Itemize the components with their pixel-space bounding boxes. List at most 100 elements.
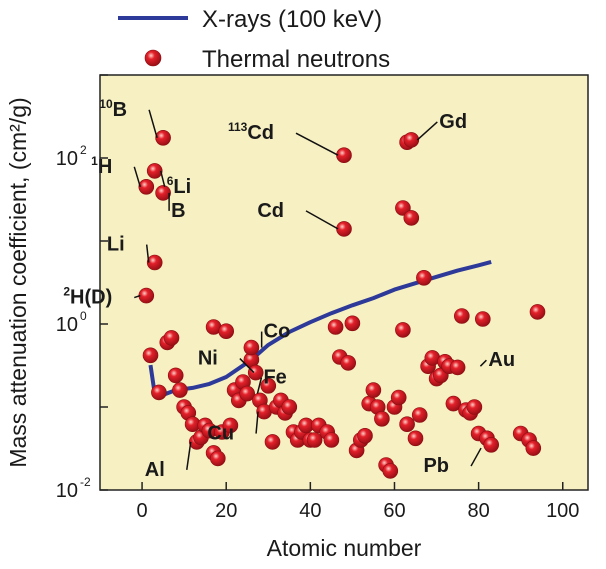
annotation-label: B [171, 200, 185, 222]
annotation-label: Cu [207, 423, 234, 445]
data-point [390, 389, 407, 406]
annotation-pointer [305, 210, 339, 230]
annotation-pointer [470, 447, 482, 467]
legend-label-neutron: Thermal neutrons [202, 46, 390, 73]
data-point [155, 185, 171, 201]
annotation-label: Co [264, 321, 291, 343]
annotation-pointer [255, 411, 259, 434]
data-point [365, 382, 382, 398]
data-point [449, 359, 466, 376]
data-point [243, 339, 260, 356]
annotation-label: Cd [257, 200, 284, 222]
data-point [146, 163, 163, 179]
data-point [327, 319, 344, 335]
data-point [336, 221, 352, 237]
y-tick-label: 10 [56, 480, 78, 502]
data-point [260, 377, 277, 394]
annotation-pointer [145, 244, 150, 263]
annotation-label: Al [145, 459, 165, 481]
annotation-pointer [186, 441, 192, 470]
data-point [222, 417, 239, 434]
x-tick-label: 40 [299, 500, 321, 522]
x-tick-label: 100 [546, 500, 579, 522]
annotation-label: 1H [91, 154, 112, 178]
data-point [163, 330, 180, 346]
data-point [138, 287, 155, 304]
data-point [382, 463, 399, 479]
neutron-points-layer [138, 130, 546, 479]
data-point [155, 130, 171, 146]
x-tick-label: 80 [467, 500, 489, 522]
data-point [399, 416, 415, 433]
annotation-pointer [159, 170, 166, 188]
data-point [411, 407, 428, 423]
data-point [403, 132, 420, 148]
data-point [210, 450, 226, 467]
data-point [357, 427, 373, 444]
data-point [374, 410, 390, 427]
annotation-label: Fe [263, 367, 286, 389]
plot-frame [99, 74, 589, 491]
legend-label-xray: X-rays (100 keV) [202, 6, 382, 33]
x-axis-label: Atomic number [267, 535, 422, 561]
annotation-label: 2H(D) [63, 285, 112, 309]
data-point [306, 432, 323, 448]
x-tick-label: 20 [215, 500, 237, 522]
data-point [218, 323, 234, 340]
x-tick-label: 60 [383, 500, 405, 522]
x-tick-label: 0 [137, 500, 148, 522]
data-point [239, 385, 255, 402]
data-point [138, 179, 155, 195]
annotation-label: Au [488, 349, 515, 371]
data-point [395, 322, 411, 338]
annotation-pointer [133, 166, 141, 187]
data-point [281, 399, 298, 415]
data-point [146, 254, 163, 271]
data-point [525, 440, 542, 456]
data-point [167, 367, 184, 384]
y-tick-exponent: 0 [80, 309, 87, 323]
annotation-label: 113Cd [228, 120, 274, 144]
annotation-label: Li [107, 234, 125, 256]
plot-area [100, 75, 588, 490]
annotation-label: 6Li [167, 174, 191, 198]
annotation-label: 10B [99, 97, 127, 121]
legend-swatch-neutron [144, 49, 162, 67]
data-point [445, 395, 462, 412]
data-point [142, 347, 159, 364]
annotation-pointer [256, 377, 263, 394]
legend: X-rays (100 keV) Thermal neutrons [118, 6, 390, 73]
data-point [403, 210, 420, 226]
data-point [407, 430, 424, 447]
data-point [483, 436, 500, 453]
y-tick-label: 10 [56, 148, 78, 170]
data-point [416, 269, 432, 286]
data-point [466, 399, 483, 415]
y-tick-exponent: 2 [80, 143, 87, 157]
y-tick-label: 10 [56, 314, 78, 336]
annotation-pointer [479, 359, 487, 367]
data-point [529, 304, 546, 320]
data-point [453, 308, 470, 324]
annotation-label: Pb [423, 455, 449, 477]
data-point [323, 432, 340, 448]
data-point [344, 315, 361, 332]
data-point [151, 384, 167, 401]
data-point [172, 382, 188, 398]
data-point [336, 147, 352, 163]
annotation-pointer [416, 121, 438, 141]
data-point [340, 355, 357, 371]
y-tick-exponent: -2 [80, 475, 91, 489]
annotation-pointer [134, 294, 141, 299]
annotation-pointer [295, 132, 339, 156]
data-point [264, 434, 281, 450]
data-point [474, 311, 491, 327]
annotation-label: Ni [198, 348, 218, 370]
annotation-pointer [239, 358, 255, 374]
y-axis-label: Mass attenuation coefficient, (cm²/g) [5, 97, 31, 467]
data-point [247, 364, 264, 381]
annotation-label: Gd [439, 111, 467, 133]
